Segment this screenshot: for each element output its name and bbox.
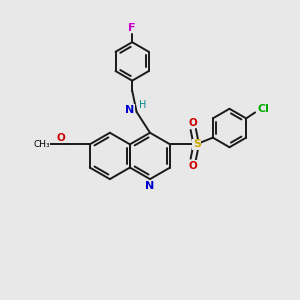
Text: N: N bbox=[146, 181, 154, 191]
Text: H: H bbox=[140, 100, 147, 110]
Text: O: O bbox=[189, 118, 198, 128]
Text: F: F bbox=[128, 23, 136, 33]
Text: Cl: Cl bbox=[257, 104, 269, 115]
Text: O: O bbox=[57, 133, 65, 143]
Text: CH₃: CH₃ bbox=[33, 140, 50, 149]
Text: S: S bbox=[193, 140, 201, 149]
Text: O: O bbox=[189, 161, 198, 171]
Text: N: N bbox=[125, 105, 135, 115]
